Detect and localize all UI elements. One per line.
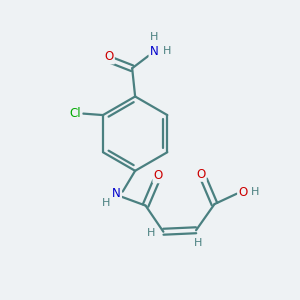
- Text: O: O: [238, 186, 248, 199]
- Text: H: H: [150, 32, 158, 42]
- Text: N: N: [149, 44, 158, 58]
- Text: H: H: [163, 46, 171, 56]
- Text: H: H: [194, 238, 202, 248]
- Text: H: H: [102, 199, 110, 208]
- Text: Cl: Cl: [70, 107, 81, 120]
- Text: O: O: [196, 168, 206, 181]
- Text: N: N: [112, 187, 121, 200]
- Text: H: H: [251, 187, 260, 197]
- Text: H: H: [147, 228, 155, 238]
- Text: O: O: [153, 169, 163, 182]
- Text: O: O: [105, 50, 114, 64]
